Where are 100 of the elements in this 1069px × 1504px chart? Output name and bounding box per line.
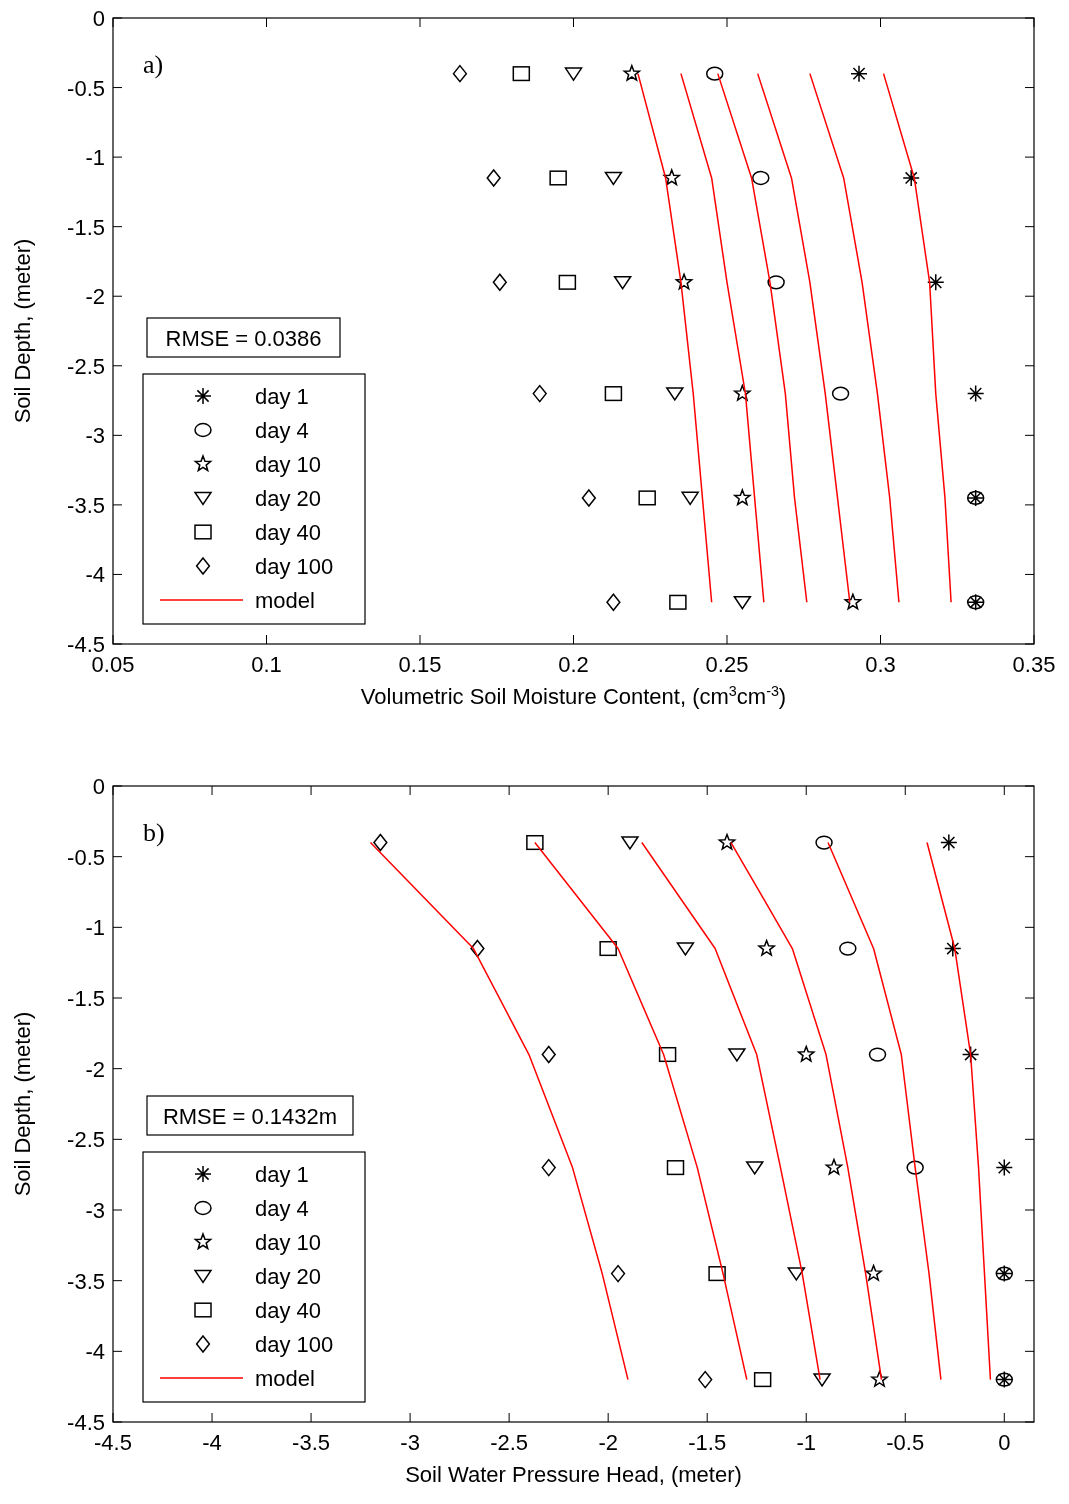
legend-label: day 100: [255, 1332, 334, 1357]
point: [558, 274, 577, 290]
point: [581, 489, 596, 507]
point: [676, 942, 695, 956]
x-tick-label: -1.5: [688, 1430, 727, 1455]
point: [666, 387, 684, 401]
x-tick-label: -2: [598, 1430, 618, 1455]
y-tick-label: 0: [92, 774, 105, 799]
y-tick-label: -1.5: [67, 214, 105, 240]
y-tick-label: -1: [85, 145, 105, 171]
point: [728, 1048, 746, 1062]
y-tick-label: -2.5: [67, 1127, 105, 1153]
point: [850, 64, 868, 83]
legend-label: day 20: [255, 486, 322, 511]
point: [532, 384, 547, 403]
y-tick-label: -4.5: [67, 1410, 105, 1435]
point: [753, 1372, 772, 1388]
y-tick-label: 0: [92, 6, 105, 31]
point: [638, 490, 656, 506]
point: [708, 1266, 726, 1282]
point: [758, 939, 775, 956]
point: [752, 170, 770, 186]
y-tick-label: -0.5: [67, 844, 105, 870]
y-axis-title: Soil Depth, (meter): [10, 238, 35, 424]
point: [825, 1158, 843, 1175]
legend-label: day 10: [255, 1230, 322, 1255]
y-tick-label: -3.5: [67, 1268, 105, 1294]
y-tick-label: -4: [85, 562, 105, 588]
x-tick-label: 0.35: [1012, 652, 1056, 677]
annotation: b): [143, 818, 165, 847]
line-series: [926, 841, 992, 1381]
x-tick-label: -4: [202, 1430, 222, 1455]
point: [606, 593, 621, 612]
line-series: [369, 841, 629, 1381]
point: [492, 273, 507, 292]
x-tick-label: -3.5: [292, 1430, 331, 1455]
x-axis-title: Soil Water Pressure Head, (meter): [405, 1462, 742, 1487]
point: [623, 64, 641, 81]
point: [599, 940, 617, 957]
legend-label: model: [255, 1366, 315, 1391]
point: [675, 273, 693, 290]
point: [839, 941, 857, 956]
point: [681, 491, 699, 506]
point: [995, 1158, 1014, 1177]
point: [733, 384, 751, 401]
y-tick-label: -3.5: [67, 492, 105, 518]
x-tick-label: -1: [796, 1430, 817, 1455]
x-tick-label: 0.3: [865, 652, 896, 677]
legend-label: day 10: [255, 452, 322, 477]
point: [705, 66, 724, 81]
point: [906, 1160, 924, 1175]
point: [745, 1161, 764, 1175]
point: [813, 1373, 831, 1387]
point: [373, 833, 388, 852]
point: [666, 1160, 685, 1176]
point: [486, 169, 501, 187]
y-axis-title: Soil Depth, (meter): [10, 1011, 35, 1197]
point: [604, 386, 623, 402]
y-tick-label: -1: [85, 915, 105, 941]
legend-label: model: [255, 588, 315, 613]
y-tick-label: -3: [85, 1198, 105, 1223]
point: [613, 275, 632, 290]
point: [961, 1045, 980, 1064]
point: [541, 1158, 556, 1177]
legend-label: day 20: [255, 1264, 322, 1289]
x-tick-label: 0.2: [558, 652, 589, 677]
point: [663, 169, 681, 186]
y-tick-label: -0.5: [67, 75, 105, 101]
point: [815, 835, 833, 850]
legend-label: day 40: [255, 520, 322, 545]
legend-label: day 100: [255, 554, 334, 579]
y-tick-label: -2: [85, 1056, 105, 1082]
point: [767, 275, 785, 290]
point: [831, 386, 850, 401]
point: [797, 1045, 815, 1062]
y-tick-label: -4: [85, 1339, 105, 1365]
annotation: RMSE = 0.0386: [165, 326, 322, 351]
legend-label: day 1: [255, 384, 309, 409]
point: [966, 384, 985, 403]
x-tick-label: -0.5: [886, 1430, 925, 1455]
x-axis-title: Volumetric Soil Moisture Content, (cm$^{3}$cm$^{-3}$): [360, 683, 787, 709]
point: [470, 939, 485, 958]
point: [604, 171, 623, 186]
x-tick-label: -2.5: [490, 1430, 529, 1455]
point: [549, 170, 567, 186]
x-tick-label: 0: [998, 1430, 1011, 1455]
point: [733, 595, 752, 610]
legend-label: day 40: [255, 1298, 322, 1323]
point: [610, 1264, 626, 1283]
line-series: [882, 72, 952, 604]
point: [733, 489, 751, 506]
point: [718, 833, 736, 850]
line-series: [809, 72, 900, 604]
x-tick-label: 0.15: [398, 652, 442, 677]
point: [868, 1047, 887, 1062]
point: [526, 834, 544, 851]
legend-label: day 4: [255, 1196, 309, 1221]
point: [658, 1046, 677, 1063]
point: [940, 833, 958, 852]
point: [871, 1370, 888, 1387]
